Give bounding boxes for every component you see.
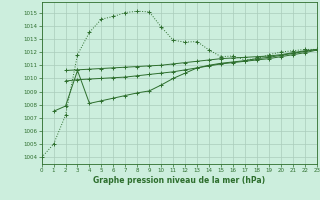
- X-axis label: Graphe pression niveau de la mer (hPa): Graphe pression niveau de la mer (hPa): [93, 176, 265, 185]
